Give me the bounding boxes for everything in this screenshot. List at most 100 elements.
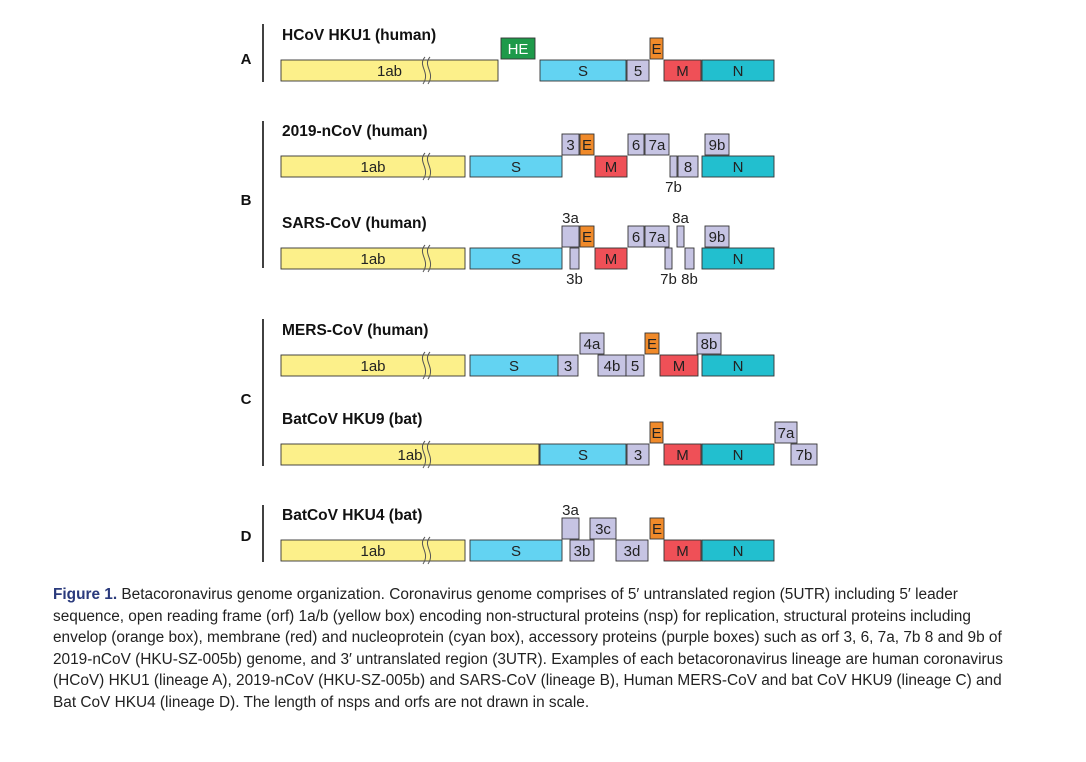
panel-letter: A (241, 51, 252, 68)
genome-sars-cov-human: SARS-CoV (human) 1ab S 3a 3b EM6 7a 7b 8a 8b 9b N (280, 210, 775, 288)
gene-label: 8b (701, 336, 718, 353)
gene-label: 4b (604, 358, 621, 375)
gene-box-rect (561, 133, 580, 156)
gene-box-rect (774, 421, 798, 444)
gene-box-6: 6 (627, 225, 645, 248)
gene-label: S (578, 63, 588, 80)
gene-label: E (582, 229, 592, 246)
gene-box-4b: 4b (597, 354, 627, 377)
gene-label: E (651, 41, 661, 58)
gene-box-rect (594, 247, 628, 270)
gene-label: 3d (624, 543, 641, 560)
gene-box-rect (696, 332, 722, 355)
gene-label: 8b (681, 271, 698, 288)
gene-box-s: S (539, 443, 627, 466)
gene-box-rect (644, 332, 660, 355)
gene-label: M (605, 251, 618, 268)
gene-box-4a: 4a (579, 332, 605, 355)
gene-label: S (511, 251, 521, 268)
gene-box-s: S (469, 539, 563, 562)
gene-label: 7a (649, 229, 666, 246)
break-mark (421, 152, 427, 181)
gene-box-rect (627, 225, 645, 248)
gene-box-1ab: 1ab (280, 244, 466, 273)
gene-label: 7a (649, 137, 666, 154)
gene-box-n: N (701, 539, 775, 562)
gene-box-e: E (579, 225, 595, 248)
gene-box-rect (280, 155, 466, 178)
gene-box-e: E (649, 517, 665, 540)
gene-box-6: 6 (627, 133, 645, 156)
gene-label: 1ab (360, 543, 385, 560)
gene-box-rect (663, 59, 702, 82)
gene-label: 8 (684, 159, 692, 176)
gene-box-rect (649, 421, 664, 444)
gene-box-rect (664, 247, 673, 270)
gene-box-rect (790, 443, 818, 466)
gene-box-rect (561, 225, 580, 248)
gene-box-3a: 3a (561, 502, 579, 540)
gene-label: 3a (562, 502, 579, 519)
gene-box-1ab: 1ab (280, 351, 466, 380)
gene-box-rect (704, 225, 730, 248)
gene-box-rect (469, 155, 563, 178)
panel-letter: C (241, 391, 252, 408)
break-mark (426, 56, 432, 85)
gene-label: N (733, 447, 744, 464)
gene-box-rect (625, 354, 645, 377)
gene-label: 9b (709, 137, 726, 154)
gene-box-rect (649, 37, 664, 60)
gene-label: M (673, 358, 686, 375)
gene-box-3b: 3b (566, 247, 583, 288)
gene-box-3: 3 (561, 133, 580, 156)
gene-label: 6 (632, 229, 640, 246)
gene-box-1ab: 1ab (280, 152, 466, 181)
gene-box-m: M (663, 539, 702, 562)
genome-2019-ncov-human: 2019-nCoV (human) 1ab S 3 EM6 7a 7b8 9b N (280, 123, 775, 196)
gene-label: 1ab (360, 358, 385, 375)
gene-box-7a: 7a (644, 133, 670, 156)
gene-label: 3 (566, 137, 574, 154)
gene-label: 1ab (397, 447, 422, 464)
gene-box-rect (539, 59, 627, 82)
panel-letter: D (241, 528, 252, 545)
gene-box-rect (469, 247, 563, 270)
genome-title: SARS-CoV (human) (282, 215, 427, 232)
break-mark (421, 536, 427, 565)
gene-box-7b: 7b (790, 443, 818, 466)
gene-box-3a: 3a (561, 210, 580, 248)
gene-label: 3a (562, 210, 579, 227)
gene-box-3: 3 (626, 443, 650, 466)
gene-label: M (676, 63, 689, 80)
gene-box-rect (280, 354, 466, 377)
gene-box-s: S (469, 354, 559, 377)
gene-label: S (511, 543, 521, 560)
gene-box-1ab: 1ab (280, 440, 540, 469)
gene-box-7a: 7a (644, 225, 670, 248)
gene-box-rect (280, 59, 499, 82)
gene-box-rect (684, 247, 695, 270)
gene-box-rect (663, 443, 702, 466)
gene-box-8b: 8b (696, 332, 722, 355)
gene-label: 7b (665, 179, 682, 196)
gene-box-e: E (649, 37, 664, 60)
gene-label: HE (508, 41, 529, 58)
gene-label: N (733, 159, 744, 176)
gene-label: E (647, 336, 657, 353)
gene-box-n: N (701, 443, 775, 466)
gene-label: 5 (631, 358, 639, 375)
gene-label: E (652, 521, 662, 538)
gene-box-rect (569, 539, 595, 562)
break-mark (426, 152, 432, 181)
gene-box-rect (626, 443, 650, 466)
break-mark (426, 244, 432, 273)
gene-box-e: E (579, 133, 595, 156)
gene-box-s: S (469, 155, 563, 178)
gene-box-9b: 9b (704, 225, 730, 248)
gene-box-n: N (701, 247, 775, 270)
gene-box-rect (701, 155, 775, 178)
gene-label: 3b (574, 543, 591, 560)
genome-hcov-hku1-human: HCoV HKU1 (human) 1ab HE S 5EM N (280, 27, 775, 85)
gene-label: 7b (660, 271, 677, 288)
